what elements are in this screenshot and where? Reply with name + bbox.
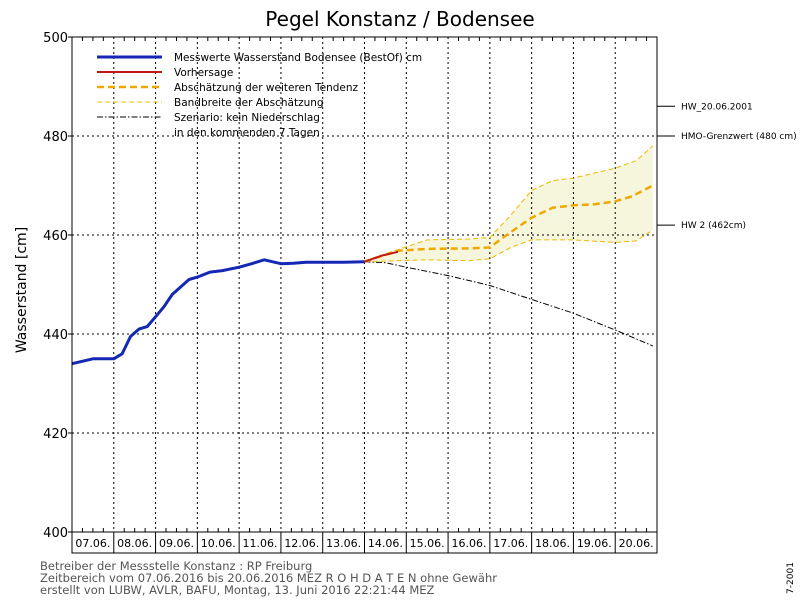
x-tick-label: 12.06.	[284, 537, 319, 550]
chart-title: Pegel Konstanz / Bodensee	[265, 7, 534, 31]
x-tick-label: 11.06.	[243, 537, 278, 550]
series-band-lower	[364, 229, 654, 263]
reference-line-label: HMO-Grenzwert (480 cm)	[681, 132, 797, 142]
x-tick-label: 07.06.	[75, 537, 110, 550]
y-tick-label: 400	[43, 526, 68, 541]
x-tick-label: 18.06.	[535, 537, 570, 550]
legend-forecast-label: Vorhersage	[174, 67, 233, 79]
y-tick-label: 440	[43, 328, 68, 343]
x-tick-label: 15.06.	[410, 537, 445, 550]
reference-line-label: HW 2 (462cm)	[681, 221, 746, 231]
reference-line-label: HW_20.06.2001	[681, 102, 753, 112]
series-forecast	[364, 250, 399, 263]
x-tick-label: 17.06.	[493, 537, 528, 550]
x-tick-label: 10.06.	[201, 537, 236, 550]
footer-operator: Betreiber der Messstelle Konstanz : RP F…	[40, 559, 312, 573]
y-tick-label: 420	[43, 427, 68, 442]
series-measured	[71, 258, 365, 366]
y-tick-label: 480	[43, 130, 68, 145]
series-scenario-no-rain	[364, 261, 653, 347]
legend-scenario-label-line2: in den kommenden 7 Tagen	[174, 127, 320, 139]
x-tick-label: 09.06.	[159, 537, 194, 550]
x-tick-label: 14.06.	[368, 537, 403, 550]
footer-time-range: Zeitbereich vom 07.06.2016 bis 20.06.201…	[40, 571, 497, 585]
x-tick-label: 13.06.	[326, 537, 361, 550]
footer-side-code: 7-2001	[786, 562, 796, 594]
y-tick-label: 500	[43, 31, 68, 46]
x-tick-label: 16.06.	[451, 537, 486, 550]
series-tendency	[364, 184, 654, 263]
footer-created: erstellt von LUBW, AVLR, BAFU, Montag, 1…	[40, 583, 435, 597]
x-tick-label: 20.06.	[619, 537, 654, 550]
y-axis-label: Wasserstand [cm]	[14, 227, 30, 353]
x-tick-label: 08.06.	[117, 537, 152, 550]
y-tick-label: 460	[43, 229, 68, 244]
uncertainty-band-fill	[364, 145, 653, 262]
series-band-upper	[364, 145, 654, 262]
legend-scenario-label: Szenario: kein Niederschlag	[174, 112, 320, 124]
x-tick-label: 19.06.	[577, 537, 612, 550]
legend-band-label: Bandbreite der Abschätzung	[174, 97, 324, 109]
legend-measured-label: Messwerte Wasserstand Bodensee (BestOf) …	[174, 52, 422, 64]
legend-tendency-label: Abschätzung der weiteren Tendenz	[174, 82, 359, 94]
